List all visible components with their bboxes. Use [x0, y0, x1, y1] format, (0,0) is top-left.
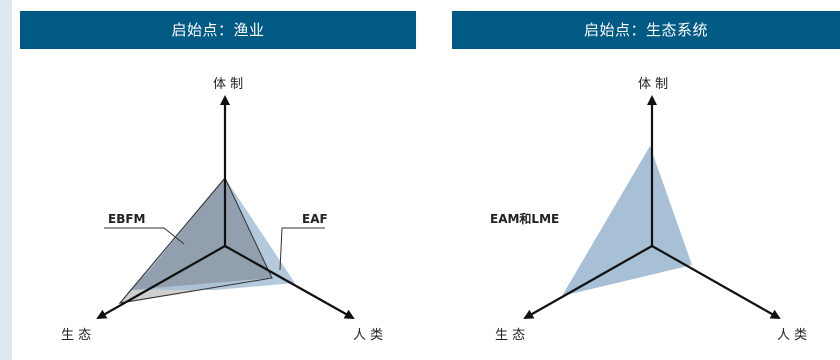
panel-title: 启始点：生态系统 [452, 11, 840, 49]
eaf-callout-line [279, 227, 325, 271]
eam-area [562, 146, 692, 296]
axis-label-left: 生 态 [61, 328, 91, 343]
label-eam-lme: EAM和LME [490, 211, 559, 226]
panel-title: 启始点：渔业 [20, 11, 416, 49]
radar-diagram-ecosystem: 体 制 生 态 人 类 EAM和LME [490, 77, 807, 343]
axis-right [651, 245, 781, 319]
label-eaf: EAF [302, 212, 328, 226]
axis-left [96, 245, 226, 319]
left-sidebar-strip [0, 0, 12, 360]
label-ebfm: EBFM [108, 212, 145, 226]
axis-label-top: 体 制 [638, 77, 668, 92]
axis-label-right: 人 类 [777, 328, 807, 343]
axis-label-top: 体 制 [213, 77, 243, 92]
radar-diagram-fisheries: 体 制 生 态 人 类 EBFM EAF [61, 77, 383, 343]
overlap-area [130, 178, 272, 290]
axis-right [224, 245, 355, 319]
panel-fisheries: 启始点：渔业 体 制 生 态 人 类 EBFM EAF [20, 0, 416, 360]
axis-label-right: 人 类 [353, 328, 383, 343]
axis-left [523, 245, 653, 319]
panel-ecosystem: 启始点：生态系统 体 制 生 态 人 类 EAM和LME [452, 0, 840, 360]
axis-label-left: 生 态 [495, 328, 525, 343]
ebfm-outline [118, 177, 273, 304]
ebfm-callout-line [104, 227, 185, 245]
